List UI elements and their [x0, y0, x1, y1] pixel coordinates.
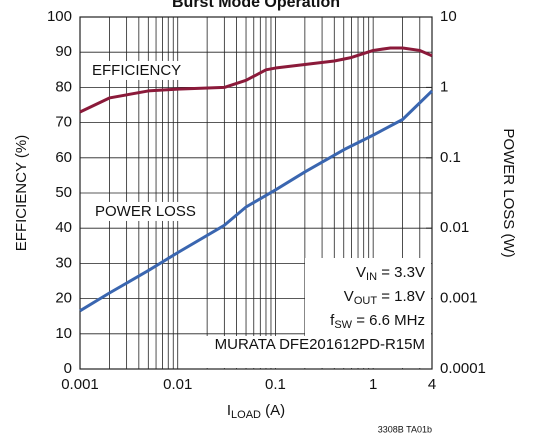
condition-text: VOUT = 1.8V [344, 288, 425, 307]
y2-tick-label: 0.0001 [440, 360, 486, 377]
x-tick-label: 0.001 [61, 376, 99, 393]
footnote: 3308B TA01b [378, 424, 432, 434]
series-label-bg [89, 60, 185, 80]
y-tick-label: 20 [55, 290, 72, 307]
condition-text: MURATA DFE201612PD-R15M [215, 336, 425, 353]
x-label-main: I [227, 402, 231, 419]
y-tick-label: 80 [55, 78, 72, 95]
condition-rest: = 3.3V [377, 264, 425, 281]
condition-main: MURATA DFE201612PD-R15M [215, 336, 425, 353]
y-tick-label: 50 [55, 184, 72, 201]
series-line [79, 89, 434, 313]
x-tick-label: 0.1 [265, 376, 286, 393]
y2-tick-label: 0.001 [440, 290, 478, 307]
y-tick-label: 0 [64, 360, 72, 377]
condition-text: fSW = 6.6 MHz [330, 312, 425, 331]
y2-axis-label: POWER LOSS (W) [500, 128, 517, 257]
y2-tick-label: 0.1 [440, 149, 461, 166]
y2-tick-label: 0.01 [440, 219, 469, 236]
y-tick-label: 60 [55, 149, 72, 166]
y-tick-label: 40 [55, 219, 72, 236]
condition-main: V [344, 288, 354, 305]
x-label-sub: LOAD [231, 409, 261, 421]
condition-box [197, 336, 431, 368]
series-line [79, 46, 433, 114]
condition-text: VIN = 3.3V [356, 264, 425, 283]
condition-sub: SW [334, 319, 352, 331]
condition-rest: = 6.6 MHz [352, 312, 425, 329]
y-tick-label: 70 [55, 114, 72, 131]
y2-tick-label: 1 [440, 78, 448, 95]
x-axis-label: ILOAD (A) [227, 402, 285, 421]
y-tick-label: 100 [47, 8, 72, 25]
series-label-bg [92, 201, 199, 221]
y-tick-label: 10 [55, 325, 72, 342]
condition-rest: = 1.8V [377, 288, 425, 305]
y-tick-label: 30 [55, 254, 72, 271]
x-tick-label: 4 [428, 376, 436, 393]
condition-main: f [330, 312, 335, 329]
condition-sub: OUT [354, 295, 378, 307]
x-tick-label: 1 [369, 376, 377, 393]
plot-frame [79, 16, 433, 370]
y-axis-label: EFFICIENCY (%) [13, 135, 30, 251]
series-label: POWER LOSS [95, 203, 196, 220]
condition-main: V [356, 264, 366, 281]
x-tick-label: 0.01 [163, 376, 192, 393]
series-label: EFFICIENCY [92, 62, 181, 79]
x-label-rest: (A) [261, 402, 285, 419]
y-tick-label: 90 [55, 43, 72, 60]
condition-sub: IN [366, 271, 377, 283]
y2-tick-label: 10 [440, 8, 457, 25]
chart-title: Burst Mode Operation [172, 0, 340, 11]
